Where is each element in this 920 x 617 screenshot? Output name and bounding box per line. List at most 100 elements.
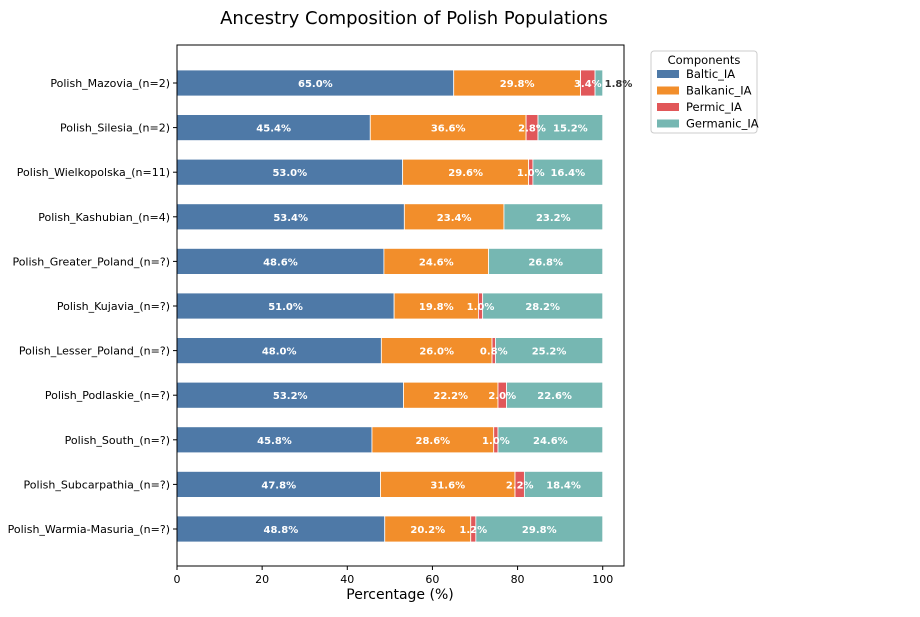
bar-segment-germanic-ia	[482, 292, 604, 320]
data-label: 1.0%	[467, 302, 495, 313]
x-tick-label: 20	[255, 573, 269, 586]
bar-segment-germanic-ia	[532, 158, 604, 186]
y-tick-label: Polish_Greater_Poland_(n=?)	[12, 255, 170, 268]
bar-segment-germanic-ia	[503, 203, 604, 231]
legend-label: Balkanic_IA	[686, 84, 752, 98]
y-tick-label: Polish_Lesser_Poland_(n=?)	[19, 345, 170, 358]
bar-segment-balkanic-ia	[393, 292, 479, 320]
data-label: 53.2%	[273, 391, 308, 402]
x-tick-label: 0	[174, 573, 181, 586]
bar-segment-germanic-ia	[497, 426, 604, 454]
bar-segment-baltic-ia	[176, 292, 395, 320]
legend-swatch	[657, 119, 679, 128]
bar-segment-baltic-ia	[176, 426, 373, 454]
data-label: 36.6%	[431, 124, 466, 135]
data-label: 20.2%	[410, 525, 445, 536]
bar-segment-germanic-ia	[523, 470, 604, 498]
data-label: 45.8%	[257, 436, 292, 447]
y-tick-label: Polish_Mazovia_(n=2)	[50, 77, 170, 90]
data-label: 1.2%	[459, 525, 487, 536]
data-label: 15.2%	[553, 124, 588, 135]
data-label: 45.4%	[256, 124, 291, 135]
data-label: 24.6%	[419, 257, 454, 268]
x-tick-label: 40	[340, 573, 354, 586]
data-label: 22.6%	[537, 391, 572, 402]
data-label: 22.2%	[433, 391, 468, 402]
data-label: 51.0%	[268, 302, 303, 313]
data-label: 29.8%	[522, 525, 557, 536]
data-label: 48.0%	[262, 347, 297, 358]
bar-segment-baltic-ia	[176, 337, 382, 365]
data-label: 25.2%	[532, 347, 567, 358]
y-tick-label: Polish_Kashubian_(n=4)	[38, 211, 170, 224]
data-label: 18.4%	[546, 480, 581, 491]
bar-segment-germanic-ia	[488, 247, 604, 275]
bar-segment-balkanic-ia	[453, 69, 581, 97]
y-tick-label: Polish_Warmia-Masuria_(n=?)	[8, 523, 170, 536]
bar-segment-balkanic-ia	[369, 114, 527, 141]
data-label: 23.4%	[437, 213, 472, 224]
data-label: 53.4%	[273, 213, 308, 224]
bar-segment-balkanic-ia	[380, 337, 493, 365]
data-label: 29.6%	[448, 168, 483, 179]
legend-label: Germanic_IA	[686, 117, 759, 131]
y-tick-label: Polish_Kujavia_(n=?)	[57, 300, 170, 313]
data-label: 2.8%	[518, 124, 546, 135]
data-label: 0.8%	[480, 347, 508, 358]
bar-segment-balkanic-ia	[380, 470, 516, 498]
x-tick-label: 80	[511, 573, 525, 586]
x-axis-label: Percentage (%)	[346, 587, 453, 603]
x-tick-label: 100	[592, 573, 613, 586]
data-label: 26.8%	[528, 257, 563, 268]
data-label: 53.0%	[272, 168, 307, 179]
legend-swatch	[657, 86, 679, 95]
bar-segment-germanic-ia	[506, 381, 604, 409]
bar-segment-balkanic-ia	[383, 247, 490, 275]
legend-label: Permic_IA	[686, 100, 742, 114]
data-label: 3.4%	[574, 79, 602, 90]
legend-label: Baltic_IA	[686, 67, 735, 81]
bar-segment-baltic-ia	[176, 203, 405, 231]
bar-segment-balkanic-ia	[402, 158, 530, 186]
data-label: 28.2%	[525, 302, 560, 313]
bar-segment-baltic-ia	[176, 247, 385, 275]
data-label: 2.0%	[488, 391, 516, 402]
y-tick-label: Polish_South_(n=?)	[65, 434, 170, 447]
data-label: 1.8%	[605, 79, 633, 90]
y-tick-label: Polish_Podlaskie_(n=?)	[45, 389, 170, 402]
bar-segment-germanic-ia	[594, 69, 604, 97]
data-label: 29.8%	[500, 79, 535, 90]
bar-segment-baltic-ia	[176, 470, 381, 498]
bar-segment-balkanic-ia	[384, 515, 472, 543]
data-label: 23.2%	[536, 213, 571, 224]
data-label: 1.0%	[517, 168, 545, 179]
bar-segment-baltic-ia	[176, 158, 404, 186]
data-label: 48.6%	[263, 257, 298, 268]
legend-title: Components	[668, 53, 741, 67]
y-tick-label: Polish_Subcarpathia_(n=?)	[24, 478, 170, 491]
data-label: 47.8%	[261, 480, 296, 491]
legend: Components Baltic_IA Balkanic_IA Permic_IA…	[650, 50, 759, 134]
y-tick-label: Polish_Wielkopolska_(n=11)	[17, 166, 170, 179]
bar-segment-germanic-ia	[537, 114, 604, 141]
bar-segment-germanic-ia	[495, 337, 604, 365]
data-label: 48.8%	[264, 525, 299, 536]
y-tick-label: Polish_Silesia_(n=2)	[60, 122, 170, 135]
bar-segment-baltic-ia	[176, 69, 455, 97]
data-label: 31.6%	[430, 480, 465, 491]
data-label: 16.4%	[550, 168, 585, 179]
legend-swatch	[657, 70, 679, 78]
data-label: 2.2%	[506, 480, 534, 491]
data-label: 24.6%	[533, 436, 568, 447]
data-label: 28.6%	[416, 436, 451, 447]
data-label: 65.0%	[298, 79, 333, 90]
bar-segment-germanic-ia	[475, 515, 604, 543]
chart-title: Ancestry Composition of Polish Populatio…	[220, 8, 608, 29]
bar-segment-baltic-ia	[176, 515, 386, 543]
x-tick-label: 60	[425, 573, 439, 586]
bar-segment-balkanic-ia	[371, 426, 495, 454]
data-label: 1.0%	[482, 436, 510, 447]
bar-segment-balkanic-ia	[403, 381, 499, 409]
legend-swatch	[657, 103, 679, 111]
